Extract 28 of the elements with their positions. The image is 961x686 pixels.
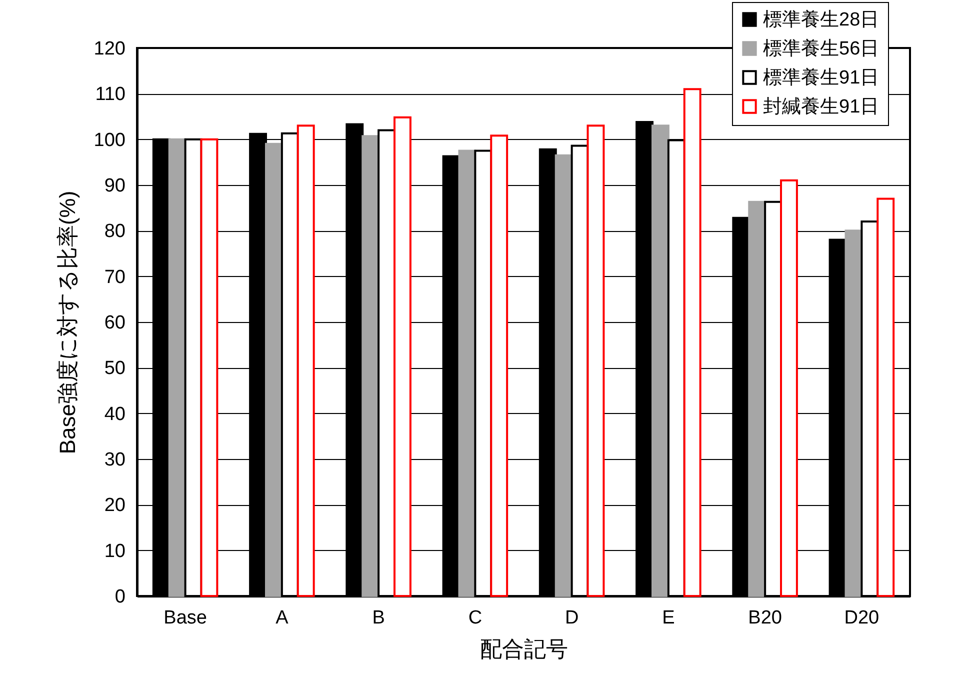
y-tick-label: 80 xyxy=(104,221,126,242)
y-tick-label: 20 xyxy=(104,495,126,516)
legend-label: 封緘養生91日 xyxy=(763,96,880,118)
x-tick-label: D20 xyxy=(844,608,880,628)
x-tick-label: C xyxy=(468,608,482,628)
legend-label: 標準養生28日 xyxy=(763,10,880,30)
x-tick-label: A xyxy=(276,608,289,628)
y-tick-label: 0 xyxy=(114,586,126,608)
y-tick-label: 30 xyxy=(104,450,126,470)
x-tick-label: B20 xyxy=(748,608,782,628)
y-tick-label: 70 xyxy=(104,266,126,288)
y-tick-label: 90 xyxy=(104,176,126,196)
y-tick-label: 10 xyxy=(104,540,126,562)
legend-label: 標準養生56日 xyxy=(763,38,880,60)
x-tick-label: E xyxy=(662,608,675,628)
y-tick-label: 60 xyxy=(104,312,126,334)
y-tick-label: 50 xyxy=(104,358,126,380)
x-tick-label: D xyxy=(564,608,579,628)
y-tick-label: 120 xyxy=(94,38,126,60)
x-tick-label: B xyxy=(372,608,385,628)
y-tick-label: 100 xyxy=(94,130,126,151)
x-tick-label: Base xyxy=(164,608,207,628)
legend-label: 標準養生91日 xyxy=(763,68,880,88)
bar xyxy=(651,124,670,597)
y-tick-label: 40 xyxy=(104,404,126,425)
x-axis-title: 配合記号 xyxy=(480,636,568,662)
y-tick-label: 110 xyxy=(95,84,126,106)
y-axis-title: Base強度に対する比率(%) xyxy=(54,190,80,454)
